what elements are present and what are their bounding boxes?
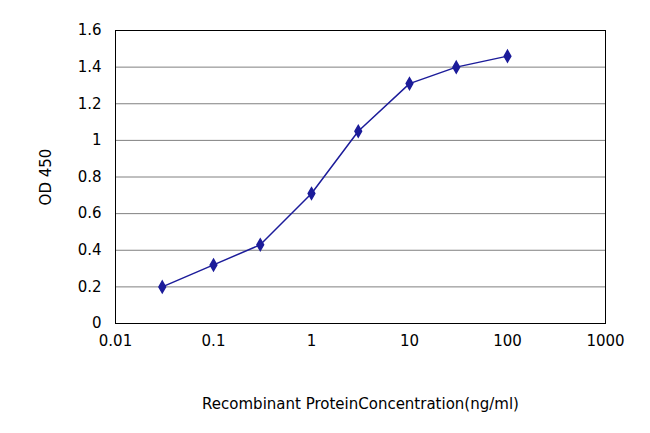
- svg-text:10: 10: [400, 332, 419, 350]
- svg-text:0.01: 0.01: [99, 332, 132, 350]
- svg-text:100: 100: [493, 332, 522, 350]
- svg-text:1000: 1000: [586, 332, 624, 350]
- svg-text:1.6: 1.6: [78, 21, 102, 39]
- svg-text:1.2: 1.2: [78, 95, 102, 113]
- svg-text:0.6: 0.6: [78, 204, 102, 222]
- svg-text:0: 0: [92, 314, 102, 332]
- svg-text:0.4: 0.4: [78, 241, 102, 259]
- svg-text:0.1: 0.1: [202, 332, 226, 350]
- svg-text:Recombinant ProteinConcentrati: Recombinant ProteinConcentration(ng/ml): [202, 395, 519, 413]
- svg-text:1.4: 1.4: [78, 58, 102, 76]
- svg-text:1: 1: [307, 332, 317, 350]
- svg-text:OD 450: OD 450: [37, 149, 55, 206]
- svg-text:1: 1: [92, 131, 102, 149]
- svg-text:0.2: 0.2: [78, 278, 102, 296]
- svg-text:0.8: 0.8: [78, 168, 102, 186]
